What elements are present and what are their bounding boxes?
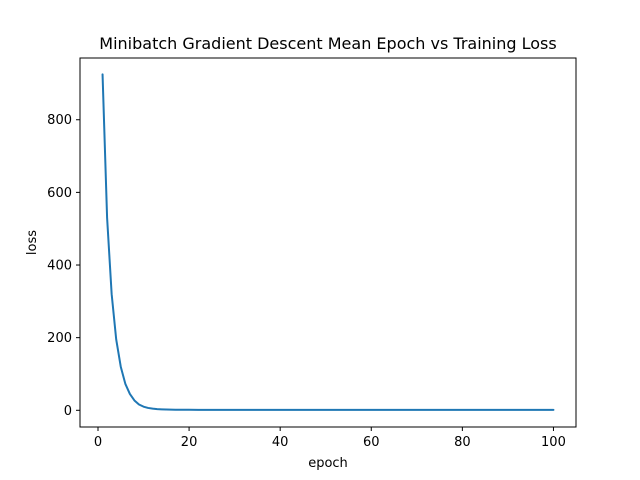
plot-frame	[79, 57, 577, 428]
y-tick-label: 200	[47, 331, 72, 346]
x-tick-label: 100	[541, 435, 566, 450]
x-axis-label: epoch	[308, 456, 348, 471]
x-tick-label: 20	[181, 435, 198, 450]
x-tick-label: 0	[94, 435, 102, 450]
y-tick-label: 0	[64, 404, 72, 419]
y-tick-label: 600	[47, 186, 72, 201]
chart-title: Minibatch Gradient Descent Mean Epoch vs…	[99, 34, 556, 53]
x-tick-label: 60	[363, 435, 380, 450]
series-layer	[101, 73, 555, 411]
x-tick-label: 80	[454, 435, 471, 450]
x-tick-label: 40	[272, 435, 289, 450]
y-axis-label: loss	[25, 230, 40, 255]
series-line-0	[101, 73, 555, 411]
y-tick-label: 800	[47, 113, 72, 128]
ticks-layer: 0 20 40 60 80 100 0 200 400 600 800	[47, 113, 566, 450]
y-tick-label: 400	[47, 259, 72, 274]
